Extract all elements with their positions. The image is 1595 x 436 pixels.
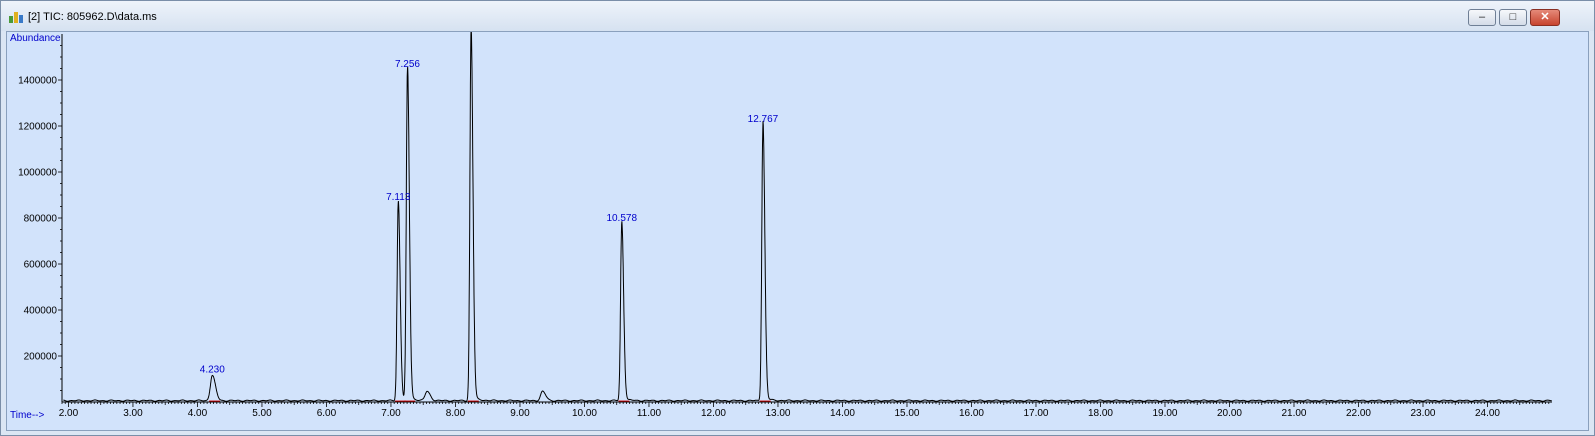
x-tick-label: 15.00 [894,408,919,419]
chromatogram-chart: Abundance Time--> 2.00 3.00 4.00 5.00 6.00 7.… [10,22,1552,421]
x-tick-label: 17.00 [1023,408,1048,419]
minimize-button[interactable]: – [1468,9,1496,26]
minimize-icon: – [1478,11,1486,23]
x-tick-label: 23.00 [1410,408,1435,419]
x-tick-label: 7.00 [381,408,401,419]
x-tick-label: 19.00 [1152,408,1177,419]
x-tick-label: 9.00 [510,408,530,419]
x-tick-label: 3.00 [123,408,143,419]
peak-label: 8.242 [459,32,484,33]
y-tick-label: 1000000 [18,168,57,179]
x-tick-label: 24.00 [1475,408,1500,419]
title-bar[interactable]: [2] TIC: 805962.D\data.ms – □ ✕ [1,1,1594,31]
y-tick-label: 1400000 [18,76,57,87]
peak-label: 12.767 [748,114,779,125]
x-tick-label: 14.00 [830,408,855,419]
y-tick-label: 200000 [24,352,58,363]
x-tick-label: 4.00 [188,408,208,419]
y-tick-label: 400000 [24,306,58,317]
peak-label: 7.113 [386,192,411,203]
peak-label: 10.578 [606,213,637,224]
app-icon [9,12,23,23]
y-tick-label: 800000 [24,214,58,225]
x-axis-label: Time--> [10,410,45,421]
x-tick-label: 18.00 [1088,408,1113,419]
window-title: [2] TIC: 805962.D\data.ms [28,11,157,23]
tic-trace-line [63,27,1552,402]
x-tick-label: 20.00 [1217,408,1242,419]
x-tick-label: 8.00 [446,408,466,419]
y-axis-label: Abundance [10,33,61,44]
maximize-button[interactable]: □ [1499,9,1527,26]
x-tick-label: 11.00 [637,408,662,419]
x-tick-label: 16.00 [959,408,984,419]
x-tick-label: 2.00 [59,408,79,419]
peak-label: 7.256 [395,59,420,70]
close-button[interactable]: ✕ [1530,9,1560,26]
peak-label: 4.230 [200,365,225,376]
y-tick-label: 1200000 [18,122,57,133]
maximize-icon: □ [1509,11,1517,23]
x-tick-label: 13.00 [765,408,790,419]
plot-area: Abundance Time--> 2.00 3.00 4.00 5.00 6.00 7.… [6,22,1589,431]
y-tick-label: 600000 [24,260,58,271]
x-tick-label: 10.00 [572,408,597,419]
x-tick-label: 5.00 [252,408,272,419]
x-tick-label: 12.00 [701,408,726,419]
x-tick-label: 21.00 [1281,408,1306,419]
x-tick-label: 6.00 [317,408,337,419]
x-tick-label: 22.00 [1346,408,1371,419]
close-icon: ✕ [1540,11,1550,23]
